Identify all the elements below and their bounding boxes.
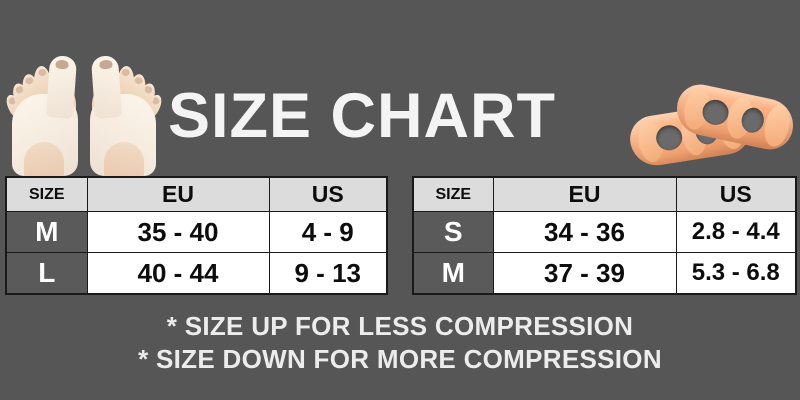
foot-left	[3, 48, 82, 178]
cell-us: 5.3 - 6.8	[675, 252, 797, 295]
note-size-down: * SIZE DOWN FOR MORE COMPRESSION	[138, 344, 662, 374]
note-size-up: * SIZE UP FOR LESS COMPRESSION	[166, 311, 634, 341]
table-row: S 34 - 36 2.8 - 4.4	[412, 211, 797, 253]
cell-us: 9 - 13	[268, 252, 388, 295]
table-row: M 35 - 40 4 - 9	[5, 211, 388, 253]
cell-us: 2.8 - 4.4	[675, 211, 797, 253]
column-header-size: SIZE	[412, 176, 494, 212]
sleeve-opening	[104, 142, 144, 178]
cell-size: M	[412, 252, 494, 295]
cell-eu: 40 - 44	[86, 252, 270, 295]
big-toe-nail	[55, 59, 69, 70]
page-title: SIZE CHART	[168, 81, 556, 151]
table-header-row: SIZE EU US	[412, 176, 797, 212]
table-row: L 40 - 44 9 - 13	[5, 252, 388, 295]
gel-toe-separator-image	[626, 80, 800, 175]
big-toe-loop	[45, 55, 78, 119]
cell-size: M	[5, 211, 88, 253]
column-header-size: SIZE	[5, 176, 88, 212]
column-header-us: US	[268, 176, 388, 212]
notes-block: * SIZE UP FOR LESS COMPRESSION * SIZE DO…	[0, 310, 800, 376]
size-table-left: SIZE EU US M 35 - 40 4 - 9 L 40 - 44 9 -…	[5, 176, 388, 295]
size-table-right: SIZE EU US S 34 - 36 2.8 - 4.4 M 37 - 39…	[412, 176, 797, 295]
cell-eu: 37 - 39	[492, 252, 677, 295]
cell-eu: 34 - 36	[492, 211, 677, 253]
cell-size: S	[412, 211, 494, 253]
cell-us: 4 - 9	[268, 211, 388, 253]
sleeve-opening	[24, 142, 64, 178]
cell-eu: 35 - 40	[86, 211, 270, 253]
table-header-row: SIZE EU US	[5, 176, 388, 212]
column-header-eu: EU	[86, 176, 270, 212]
big-toe-loop	[90, 55, 123, 119]
column-header-us: US	[675, 176, 797, 212]
table-row: M 37 - 39 5.3 - 6.8	[412, 252, 797, 295]
cell-size: L	[5, 252, 88, 295]
foot-right	[86, 48, 165, 178]
bunion-corrector-feet-image	[3, 48, 166, 178]
column-header-eu: EU	[492, 176, 677, 212]
big-toe-nail	[99, 59, 113, 70]
